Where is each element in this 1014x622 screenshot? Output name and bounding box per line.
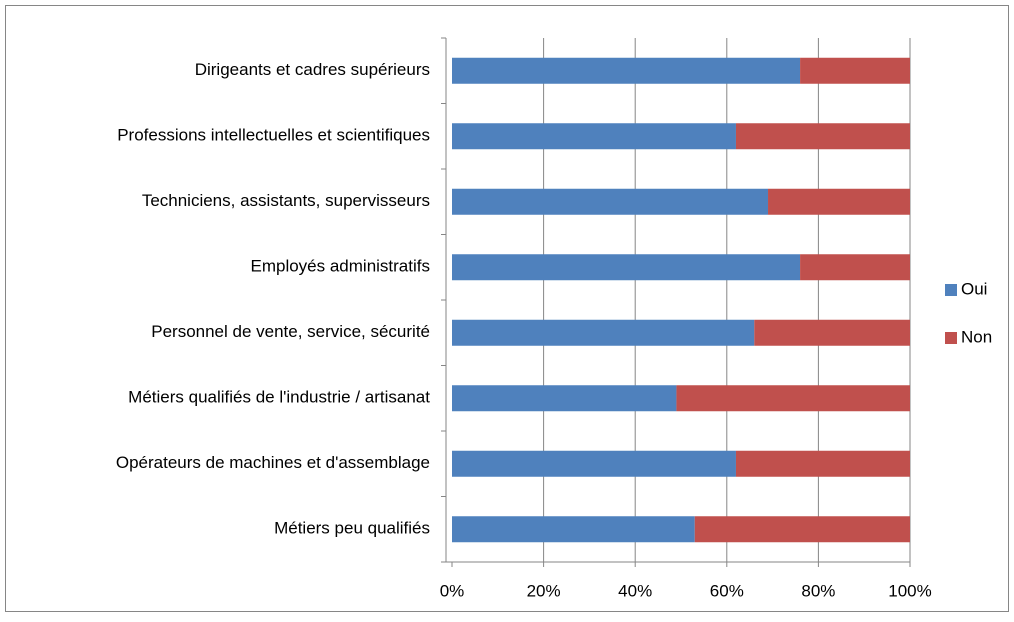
x-tick-label: 40% [618,581,652,600]
y-tick-label: Personnel de vente, service, sécurité [151,322,430,341]
legend-label: Non [961,327,992,346]
x-tick-label: 0% [440,581,465,600]
bar-segment [452,385,677,412]
y-tick-label: Opérateurs de machines et d'assemblage [116,453,430,472]
bar-segment [800,254,910,281]
bar-segment [768,188,910,215]
bar-segment [735,123,910,150]
bar-segment [452,57,801,84]
y-tick-label: Professions intellectuelles et scientifi… [117,126,430,145]
x-tick-label: 80% [801,581,835,600]
bar-segment [452,516,695,543]
bar-segment [452,123,736,150]
y-tick-label: Techniciens, assistants, supervisseurs [142,191,430,210]
x-tick-label: 60% [710,581,744,600]
bar-segment [735,450,910,477]
chart-border [5,5,1009,612]
y-tick-label: Dirigeants et cadres supérieurs [195,60,430,79]
x-tick-label: 100% [888,581,931,600]
legend-swatch [945,332,957,344]
legend-swatch [945,284,957,296]
bar-segment [676,385,910,412]
bar-segment [452,319,755,346]
bar-segment [452,450,736,477]
bar-segment [800,57,910,84]
y-tick-label: Métiers peu qualifiés [274,519,430,538]
legend-label: Oui [961,279,987,298]
bar-segment [452,254,801,281]
x-tick-label: 20% [527,581,561,600]
bar-segment [694,516,910,543]
y-tick-label: Employés administratifs [250,257,430,276]
bar-segment [452,188,769,215]
y-tick-label: Métiers qualifiés de l'industrie / artis… [128,388,430,407]
bar-segment [754,319,910,346]
